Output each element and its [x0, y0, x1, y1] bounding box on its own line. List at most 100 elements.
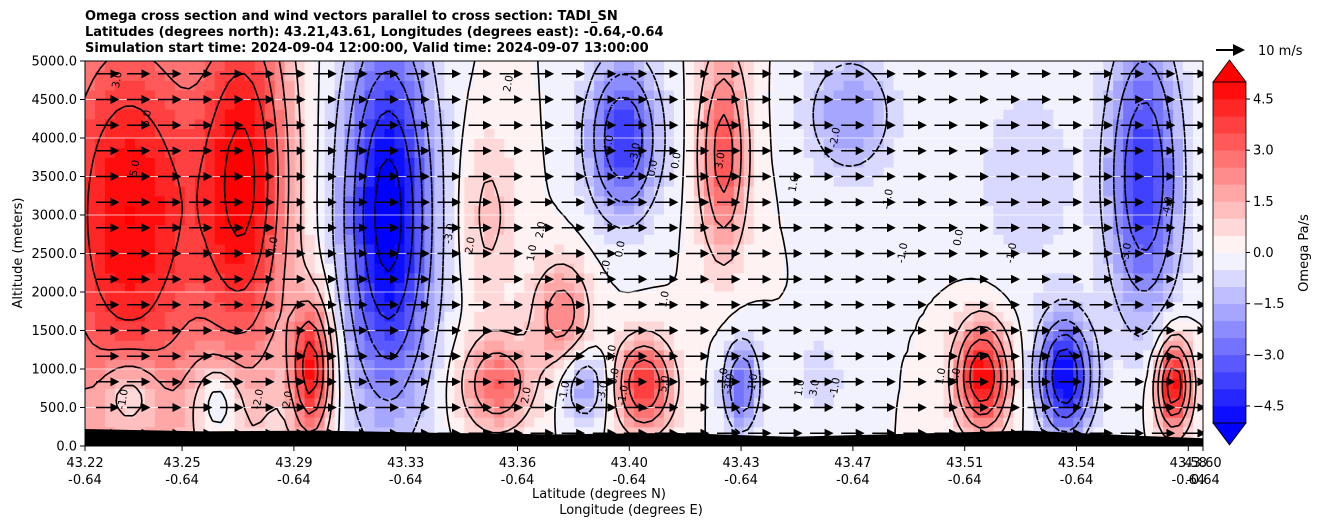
omega-cell [554, 157, 565, 168]
omega-cell [683, 369, 695, 380]
omega-cell [963, 349, 975, 360]
omega-cell [534, 157, 545, 168]
omega-cell [294, 407, 306, 418]
omega-cell [594, 157, 605, 168]
omega-cell [653, 417, 665, 428]
omega-cell [454, 349, 465, 360]
omega-cell [424, 320, 435, 332]
omega-cell [274, 186, 286, 197]
omega-cell [1043, 138, 1054, 149]
omega-cell [673, 109, 685, 120]
omega-cell [1103, 397, 1114, 409]
omega-cell [544, 349, 555, 360]
omega-cell [923, 243, 935, 255]
omega-cell [224, 176, 236, 187]
omega-cell [783, 80, 795, 91]
omega-cell [564, 282, 575, 293]
omega-cell [913, 80, 925, 91]
omega-cell [424, 378, 435, 389]
omega-cell [424, 407, 435, 418]
omega-cell [464, 70, 475, 81]
omega-cell [983, 330, 994, 341]
omega-cell [624, 80, 635, 91]
omega-cell [104, 397, 116, 409]
omega-cell [893, 282, 905, 293]
omega-cell [1073, 109, 1084, 120]
omega-cell [783, 311, 795, 322]
omega-cell [1033, 224, 1044, 235]
omega-cell [853, 253, 865, 264]
omega-cell [853, 417, 865, 428]
omega-cell [1043, 80, 1054, 91]
omega-cell [194, 417, 206, 428]
omega-cell [1023, 378, 1034, 389]
omega-cell [913, 61, 925, 72]
omega-cell [384, 417, 396, 428]
omega-cell [434, 378, 445, 389]
omega-cell [1113, 147, 1124, 158]
omega-cell [544, 369, 555, 380]
omega-cell [514, 320, 525, 332]
omega-cell [314, 128, 326, 139]
omega-cell [733, 263, 745, 274]
omega-cell [374, 157, 386, 168]
omega-cell [244, 205, 256, 216]
omega-cell [653, 397, 665, 409]
omega-cell [314, 70, 326, 81]
omega-cell [833, 407, 845, 418]
omega-cell [644, 388, 655, 399]
omega-cell [524, 224, 535, 235]
omega-cell [1163, 272, 1174, 283]
omega-cell [354, 388, 366, 399]
omega-cell [554, 176, 565, 187]
omega-cell [823, 109, 835, 120]
omega-cell [803, 417, 815, 428]
omega-cell [673, 272, 685, 283]
omega-cell [514, 224, 525, 235]
omega-cell [534, 253, 545, 264]
omega-cell [134, 397, 146, 409]
omega-cell [194, 388, 206, 399]
omega-cell [1133, 166, 1144, 178]
omega-cell [434, 359, 445, 370]
omega-cell [294, 272, 306, 283]
omega-cell [464, 272, 475, 283]
omega-cell [993, 138, 1004, 149]
omega-cell [963, 118, 975, 129]
omega-cell [663, 243, 675, 255]
omega-cell [234, 80, 246, 91]
omega-cell [134, 417, 146, 428]
omega-cell [164, 147, 176, 158]
omega-cell [614, 320, 625, 332]
omega-cell [923, 166, 935, 178]
omega-cell [873, 292, 885, 303]
omega-cell [624, 369, 635, 380]
omega-cell [114, 243, 126, 255]
omega-cell [873, 282, 885, 293]
omega-cell [1103, 138, 1114, 149]
omega-cell [1133, 109, 1144, 120]
omega-cell [693, 272, 705, 283]
omega-cell [174, 234, 186, 245]
omega-cell [833, 340, 845, 351]
omega-cell [374, 215, 386, 226]
omega-cell [604, 243, 615, 255]
omega-cell [594, 378, 605, 389]
omega-cell [214, 186, 226, 197]
omega-cell [494, 138, 505, 149]
omega-cell [1013, 292, 1024, 303]
omega-cell [823, 138, 835, 149]
omega-cell [973, 157, 984, 168]
omega-cell [564, 118, 575, 129]
omega-cell [624, 320, 635, 332]
omega-cell [963, 359, 975, 370]
omega-cell [973, 388, 984, 399]
omega-cell [1083, 263, 1094, 274]
omega-cell [953, 272, 965, 283]
omega-cell [364, 176, 376, 187]
omega-cell [843, 253, 855, 264]
omega-cell [114, 369, 126, 380]
omega-cell [893, 320, 905, 332]
omega-cell [554, 89, 565, 101]
omega-cell [94, 272, 106, 283]
